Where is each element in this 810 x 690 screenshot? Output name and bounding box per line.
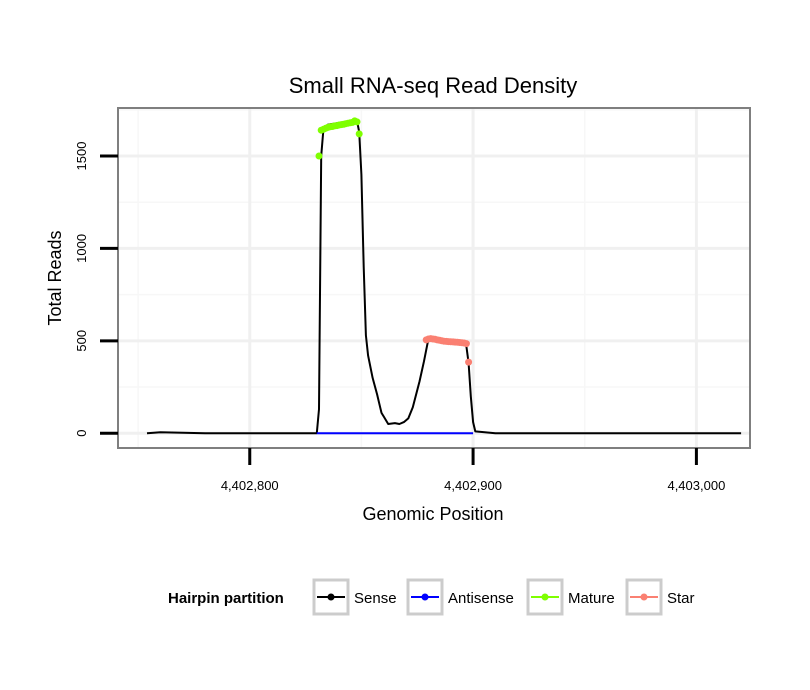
mature-data-point <box>353 118 361 126</box>
y-tick-label: 1000 <box>74 234 89 263</box>
y-axis-title: Total Reads <box>45 230 65 325</box>
mature-data-point <box>315 152 323 160</box>
chart-title: Small RNA-seq Read Density <box>289 73 578 98</box>
axes: 4,402,800 4,402,900 4,403,000 0 500 1000 1500 <box>74 142 725 493</box>
legend-label: Sense <box>354 590 397 607</box>
legend-label: Mature <box>568 590 615 607</box>
legend-title: Hairpin partition <box>168 590 284 607</box>
legend-key-point <box>327 593 335 601</box>
x-tick-label: 4,402,900 <box>444 478 502 493</box>
star-data-point <box>465 358 473 366</box>
star-data-point <box>462 340 470 348</box>
y-tick-label: 500 <box>74 330 89 352</box>
x-tick-label: 4,402,800 <box>221 478 279 493</box>
legend-item-sense: Sense <box>312 578 397 616</box>
legend-item-mature: Mature <box>526 578 615 616</box>
x-tick-label: 4,403,000 <box>667 478 725 493</box>
legend: Hairpin partition Sense Antisense Mature St… <box>168 578 695 616</box>
legend-item-star: Star <box>625 578 695 616</box>
legend-key-point <box>541 593 549 601</box>
x-axis-title: Genomic Position <box>362 504 503 524</box>
y-tick-label: 0 <box>74 430 89 437</box>
legend-item-antisense: Antisense <box>406 578 514 616</box>
legend-label: Star <box>667 590 695 607</box>
legend-key-point <box>640 593 648 601</box>
legend-key-point <box>421 593 429 601</box>
y-tick-label: 1500 <box>74 142 89 171</box>
plot-panel-border <box>117 107 751 449</box>
data-layer <box>146 117 742 435</box>
legend-label: Antisense <box>448 590 514 607</box>
mature-data-point <box>355 130 363 138</box>
